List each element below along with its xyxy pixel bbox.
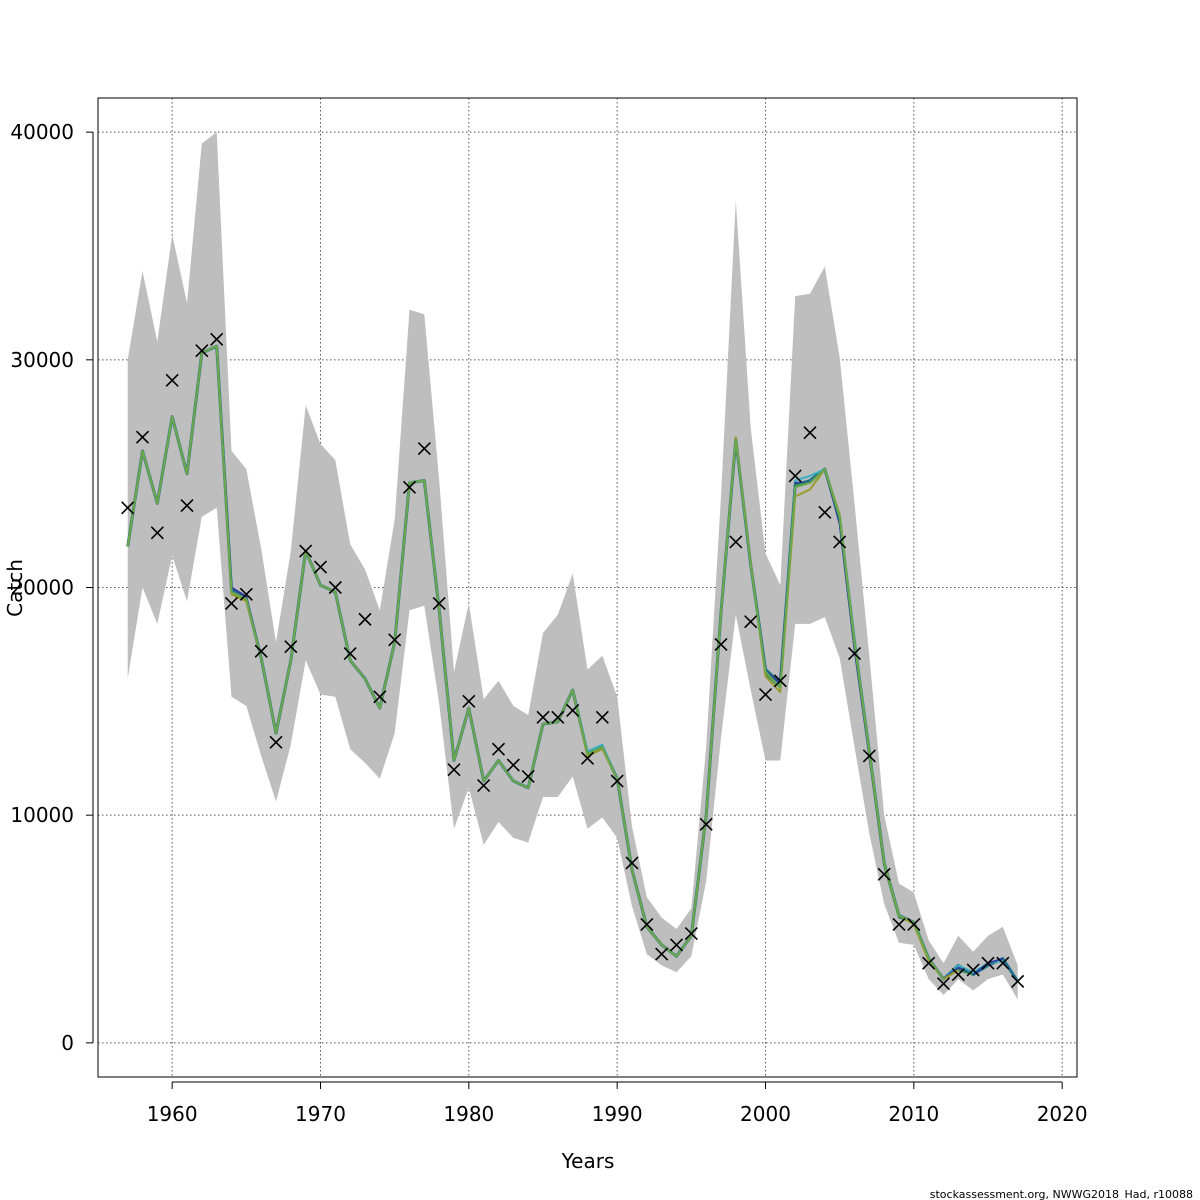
y-tick-label: 0 <box>61 1031 74 1055</box>
observation-point <box>388 633 402 647</box>
observation-point <box>402 480 417 494</box>
observation-point <box>1011 974 1025 988</box>
observation-point <box>328 580 342 595</box>
x-tick-label: 2020 <box>1037 1102 1088 1126</box>
x-tick-label: 2010 <box>888 1102 939 1126</box>
observation-point <box>358 612 372 626</box>
observation-point <box>610 774 624 788</box>
observation-point <box>758 687 773 702</box>
observation-point <box>521 769 535 784</box>
confidence-band <box>127 132 1018 1000</box>
x-tick-label: 1970 <box>295 1102 346 1126</box>
observation-point <box>996 956 1010 970</box>
observation-point <box>847 646 862 661</box>
observation-point <box>551 710 565 724</box>
x-tick-label: 1980 <box>443 1102 494 1126</box>
observation-point <box>462 694 476 708</box>
x-tick-label: 1990 <box>592 1102 643 1126</box>
observation-point <box>818 505 832 519</box>
observation-point <box>877 867 891 881</box>
observation-point <box>922 956 936 970</box>
x-axis-title: Years <box>561 1149 615 1173</box>
observation-point <box>180 498 194 513</box>
observation-point <box>224 596 239 611</box>
observation-point <box>625 856 639 870</box>
observation-point <box>447 763 461 777</box>
observation-point <box>655 947 669 961</box>
observation-point <box>121 501 135 515</box>
observation-point <box>580 751 595 765</box>
observation-point <box>299 544 313 558</box>
observation-point <box>684 926 698 941</box>
x-tick-label: 2000 <box>740 1102 791 1126</box>
observation-point <box>566 703 580 718</box>
observation-point <box>833 535 847 549</box>
x-axis: 1960 1970 1980 1990 2000 2010 2020 <box>147 1081 1088 1126</box>
confidence-band-layer <box>127 132 1018 1000</box>
observation-point <box>239 587 253 601</box>
observation-point <box>729 535 743 549</box>
observation-point <box>714 637 728 651</box>
observation-point <box>744 615 758 629</box>
observation-point <box>640 917 654 932</box>
plot-frame <box>97 97 1078 1078</box>
observation-point <box>803 426 817 440</box>
observation-point <box>966 963 980 977</box>
observation-point <box>135 430 150 444</box>
observation-point <box>284 640 298 654</box>
y-tick-label: 40000 <box>10 120 74 144</box>
observation-point <box>195 344 209 358</box>
credit-text: stockassessment.org, NWWG2018_Had, r1008… <box>930 1188 1193 1200</box>
observation-point <box>254 644 268 658</box>
observation-point <box>313 560 328 574</box>
observation-point <box>343 646 357 661</box>
x-tick-label: 1960 <box>147 1102 198 1126</box>
observation-point <box>536 710 550 724</box>
observation-point <box>788 469 802 483</box>
observation-point <box>936 977 951 991</box>
observation-point <box>907 917 921 932</box>
observation-point <box>150 526 164 540</box>
observation-point <box>491 742 506 756</box>
observation-point <box>699 817 713 831</box>
observation-point <box>269 735 283 749</box>
observation-point <box>773 674 787 688</box>
observation-markers-layer <box>121 332 1025 991</box>
y-tick-label: 10000 <box>10 803 74 827</box>
observation-point <box>669 938 684 952</box>
y-tick-label: 30000 <box>10 348 74 372</box>
observation-point <box>432 596 446 611</box>
observation-point <box>951 967 965 982</box>
y-axis: 0 10000 20000 30000 40000 <box>10 120 94 1055</box>
observation-point <box>165 373 179 387</box>
observation-point <box>417 442 431 456</box>
observation-point <box>506 758 520 772</box>
observation-point <box>981 956 995 970</box>
observation-point <box>595 710 609 724</box>
y-axis-title: Catch <box>3 559 27 617</box>
y-tick-label: 20000 <box>10 576 74 600</box>
observation-point <box>862 749 876 763</box>
observation-point <box>373 690 387 704</box>
series-lines-layer <box>126 344 1019 983</box>
observation-point <box>210 332 224 346</box>
observation-point <box>477 779 491 793</box>
observation-point <box>892 917 906 932</box>
series-line-retro-5 <box>126 345 945 980</box>
